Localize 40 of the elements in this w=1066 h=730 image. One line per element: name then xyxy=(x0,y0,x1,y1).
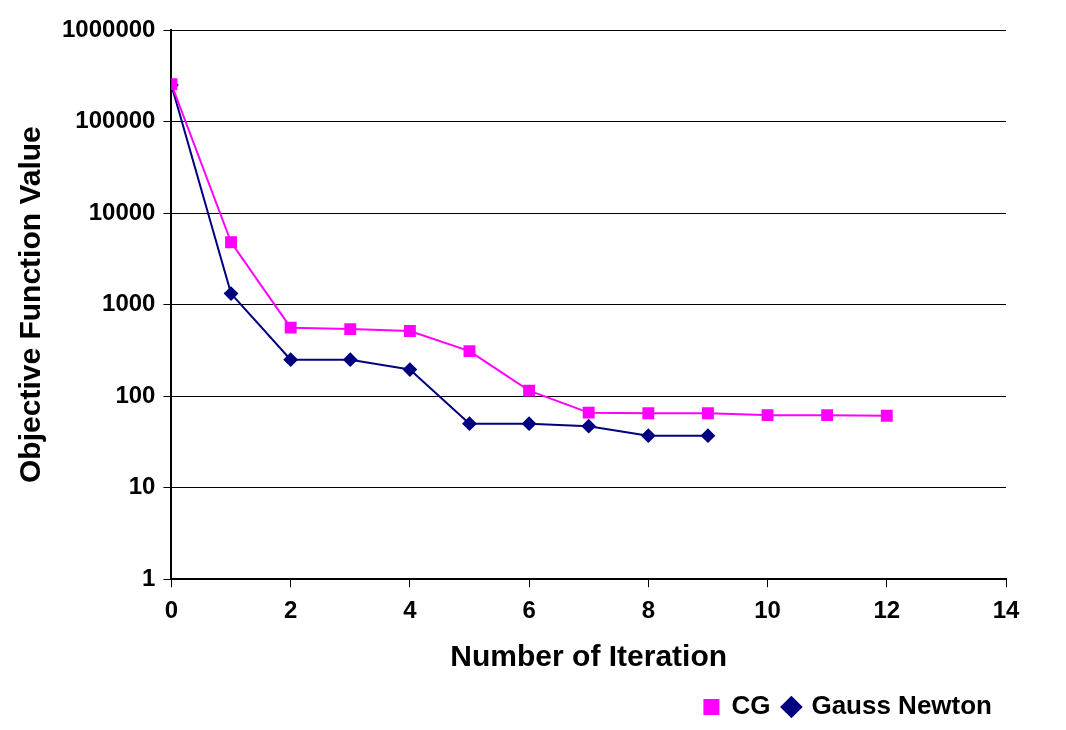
point xyxy=(225,236,237,249)
point xyxy=(641,428,656,443)
point xyxy=(522,416,537,431)
point xyxy=(582,406,595,419)
y-tick-label: 100000 xyxy=(75,106,156,134)
point xyxy=(462,416,477,431)
point xyxy=(700,428,715,443)
point xyxy=(403,325,416,337)
point xyxy=(880,409,893,422)
point xyxy=(224,286,239,301)
x-tick-label: 2 xyxy=(283,596,298,624)
legend-label: CG xyxy=(731,690,771,721)
x-tick-label: 6 xyxy=(522,596,536,624)
y-tick-label: 100 xyxy=(115,380,156,408)
point xyxy=(523,384,536,397)
x-tick-label: 8 xyxy=(641,596,656,624)
point xyxy=(463,345,476,358)
point xyxy=(283,352,298,367)
x-axis-title: Number of Iteration xyxy=(450,639,728,673)
x-tick-label: 10 xyxy=(754,596,781,624)
x-tick-label: 12 xyxy=(873,596,901,624)
y-tick-label: 1 xyxy=(142,563,156,591)
y-axis-title: Objective Function Value xyxy=(13,126,47,483)
point xyxy=(701,407,714,420)
point xyxy=(642,407,655,420)
point xyxy=(821,409,834,422)
point xyxy=(343,352,358,367)
x-tick-label: 0 xyxy=(164,596,179,624)
x-tick-label: 14 xyxy=(992,596,1020,624)
y-tick-label: 10000 xyxy=(88,197,156,225)
point xyxy=(402,362,417,377)
y-tick-label: 1000 xyxy=(102,289,156,317)
x-tick-label: 4 xyxy=(403,596,418,624)
point xyxy=(344,323,357,336)
point xyxy=(761,409,774,422)
point xyxy=(581,419,596,434)
point xyxy=(284,321,297,334)
legend-label: Gauss Newton xyxy=(811,690,992,721)
y-tick-label: 10 xyxy=(128,472,156,500)
y-tick-label: 1000000 xyxy=(62,14,156,42)
